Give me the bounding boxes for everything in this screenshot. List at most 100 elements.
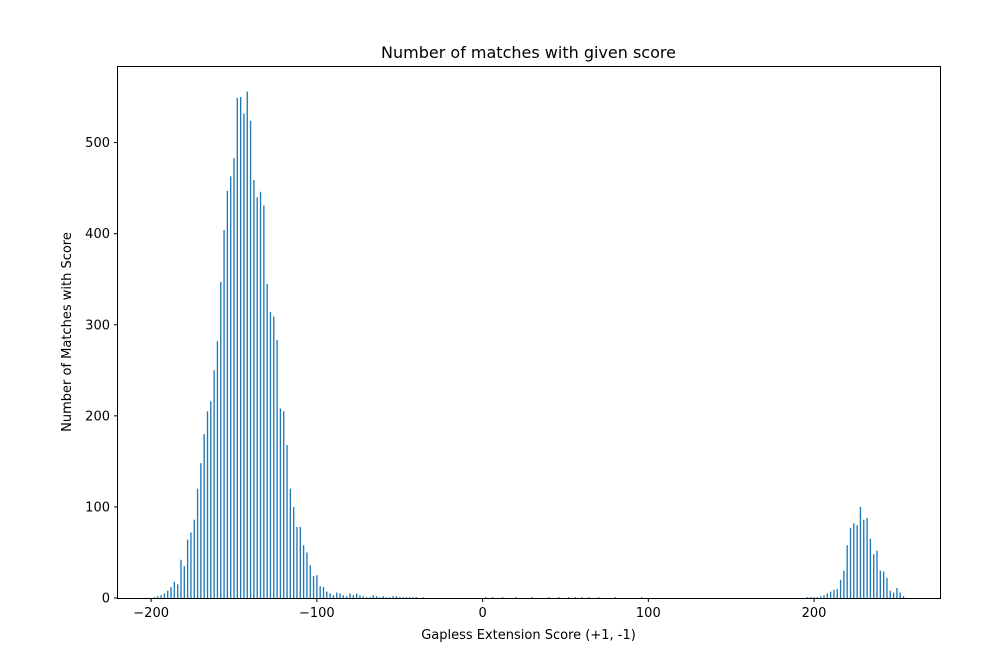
bar <box>853 523 855 598</box>
bar <box>332 595 335 598</box>
bar <box>362 596 364 598</box>
bar <box>193 519 195 598</box>
bar <box>869 538 872 598</box>
bar <box>180 559 182 598</box>
bar <box>319 586 321 598</box>
bar <box>392 596 394 598</box>
bar <box>266 283 268 598</box>
bar <box>849 527 852 598</box>
bar <box>422 597 424 598</box>
bar <box>369 597 371 598</box>
bar <box>336 592 338 598</box>
bar <box>279 408 282 598</box>
bar <box>863 519 865 598</box>
bar <box>892 592 895 598</box>
bar <box>263 205 265 598</box>
bar <box>399 597 401 598</box>
bar <box>213 370 215 598</box>
bar <box>588 597 590 598</box>
y-axis: 0 100 200 300 400 500 <box>85 136 118 607</box>
bar <box>501 597 504 598</box>
bar <box>614 597 616 598</box>
y-tick-label: 200 <box>85 409 110 424</box>
bar <box>826 593 828 598</box>
bar <box>177 584 179 598</box>
bar <box>823 595 825 598</box>
bar <box>896 587 898 598</box>
x-tick-label: 100 <box>636 606 661 621</box>
bar <box>299 526 301 598</box>
chart-title: Number of matches with given score <box>381 43 676 62</box>
x-tick-label: 200 <box>802 606 827 621</box>
bar <box>210 401 212 598</box>
bar <box>810 597 812 598</box>
bar <box>856 525 858 598</box>
bar <box>249 120 252 599</box>
bar <box>233 158 235 598</box>
bar <box>846 545 848 598</box>
x-tick-label: −200 <box>133 606 169 621</box>
bar <box>293 506 295 598</box>
bar <box>246 91 248 598</box>
bar <box>833 589 835 598</box>
bar <box>153 597 156 598</box>
bar <box>382 596 384 598</box>
bar <box>889 590 891 598</box>
bar <box>415 597 417 598</box>
bar <box>568 597 570 598</box>
bar <box>886 577 888 598</box>
x-axis: −200 −100 0 100 200 <box>133 598 826 621</box>
bar <box>359 595 361 598</box>
bar <box>322 587 325 598</box>
bar <box>515 597 517 598</box>
bar <box>223 230 225 598</box>
bar <box>816 597 819 598</box>
bar <box>389 597 391 598</box>
bar <box>859 506 862 598</box>
bar <box>882 571 885 598</box>
bar <box>352 595 354 598</box>
bar <box>269 312 272 598</box>
bar <box>230 176 232 599</box>
bar <box>236 97 238 598</box>
bar <box>183 566 185 598</box>
bar <box>395 596 398 598</box>
bar <box>820 596 822 598</box>
bar <box>206 411 209 598</box>
bar <box>309 565 311 598</box>
bar <box>843 570 845 598</box>
bar <box>216 341 219 598</box>
y-tick-label: 0 <box>102 592 110 607</box>
bar <box>641 597 643 598</box>
bar <box>355 593 358 598</box>
bar <box>902 596 905 598</box>
bar <box>836 588 838 598</box>
bar <box>806 597 809 598</box>
bar <box>379 597 381 598</box>
bar <box>167 590 169 598</box>
bar <box>200 463 202 598</box>
bar <box>173 581 176 598</box>
bar <box>412 597 414 598</box>
bar <box>548 597 550 598</box>
y-tick-label: 300 <box>85 318 110 333</box>
bar <box>581 597 583 598</box>
bar <box>316 575 318 598</box>
x-axis-title: Gapless Extension Score (+1, -1) <box>421 628 636 643</box>
bar <box>296 526 298 598</box>
bar <box>531 597 533 598</box>
plot-frame <box>117 66 941 599</box>
y-axis-title: Number of Matches with Score <box>60 232 75 432</box>
bar <box>342 595 345 598</box>
bar <box>273 316 275 598</box>
bar <box>286 444 288 598</box>
bar <box>491 597 494 598</box>
bar <box>558 597 560 598</box>
bar <box>253 179 255 598</box>
bar <box>813 597 815 598</box>
bar <box>259 191 262 598</box>
bar <box>256 197 258 598</box>
bar <box>312 576 315 598</box>
bar <box>306 552 308 598</box>
x-tick-label: −100 <box>299 606 335 621</box>
